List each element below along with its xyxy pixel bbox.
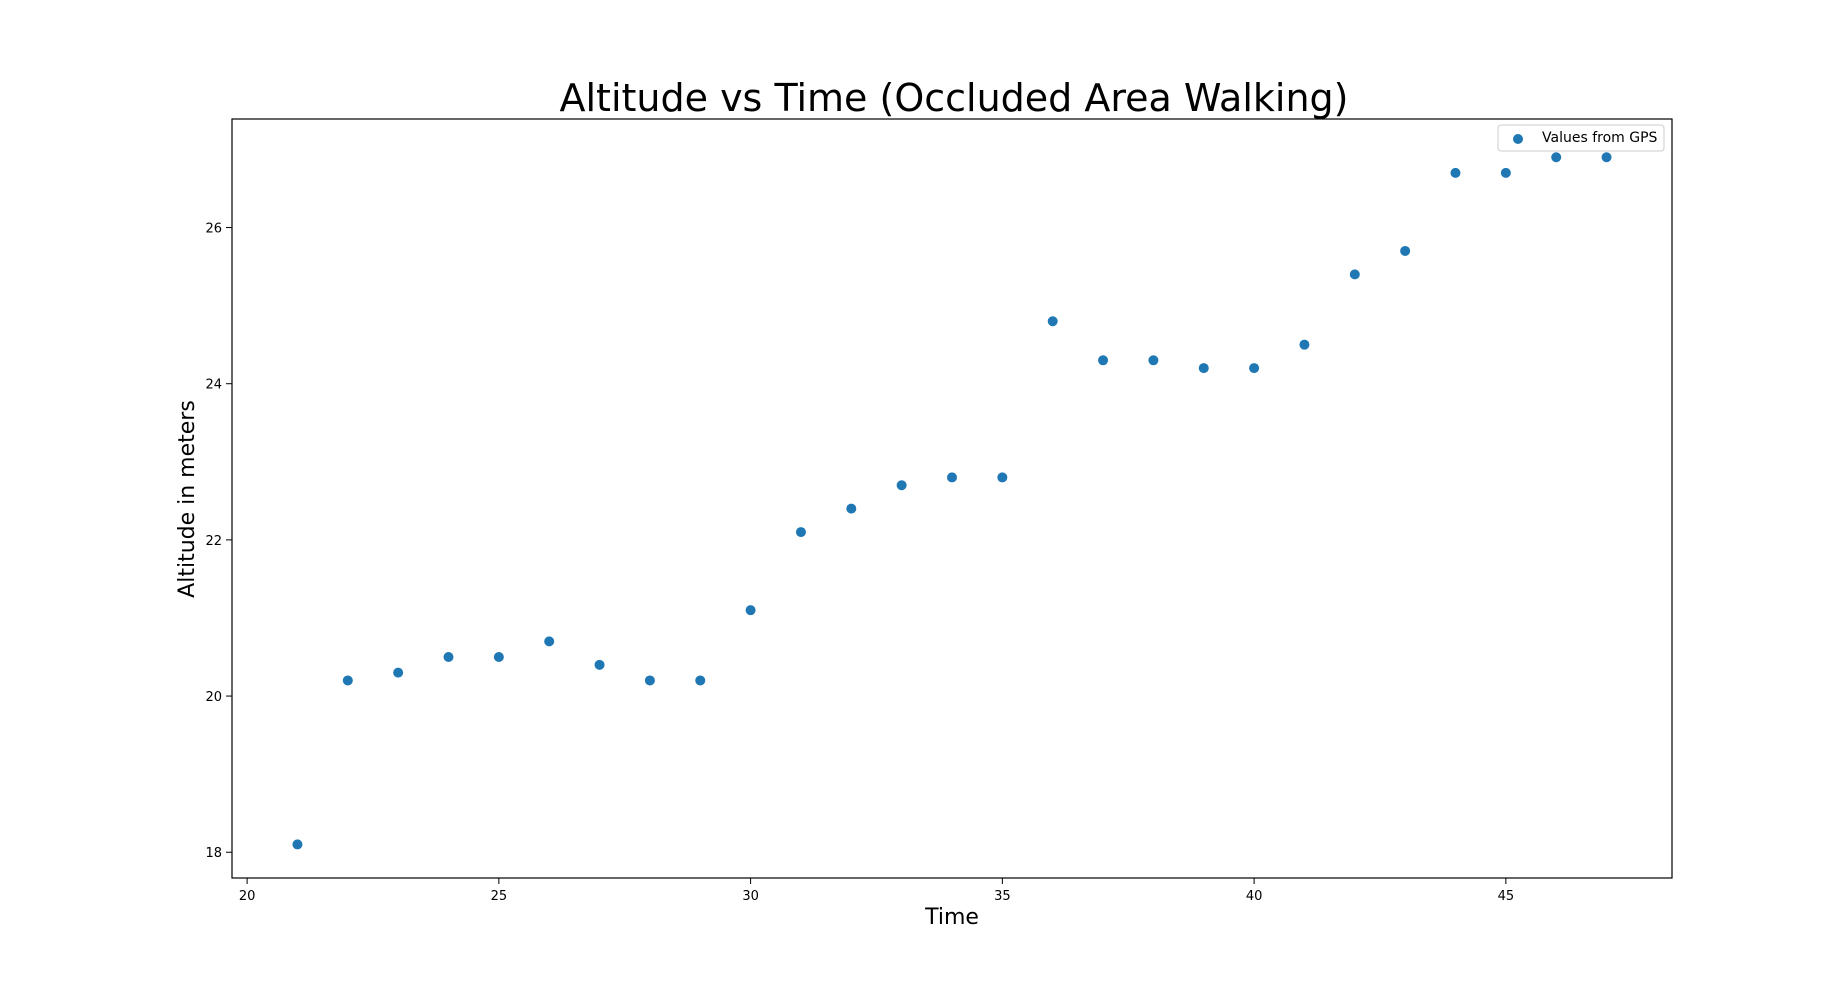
data-point	[795, 527, 806, 538]
data-point	[896, 480, 907, 491]
data-point	[1299, 339, 1310, 350]
y-tick-label: 24	[205, 378, 222, 393]
y-axis-label: Altitude in meters	[175, 400, 200, 598]
x-tick-label: 35	[994, 889, 1011, 904]
y-tick-label: 20	[205, 690, 222, 705]
data-point	[1148, 355, 1159, 366]
x-tick-label: 45	[1498, 889, 1515, 904]
x-tick-label: 20	[239, 889, 256, 904]
data-point	[846, 503, 857, 514]
legend-label: Values from GPS	[1542, 130, 1658, 146]
data-point	[1500, 167, 1511, 178]
x-tick-label: 25	[491, 889, 508, 904]
data-point	[493, 652, 504, 663]
data-point	[1450, 167, 1461, 178]
y-tick-label: 26	[205, 222, 222, 237]
data-point	[544, 636, 555, 647]
legend-box	[1497, 124, 1665, 152]
data-point	[342, 675, 353, 686]
data-point	[1400, 245, 1411, 256]
data-point	[997, 472, 1008, 483]
data-point	[745, 605, 756, 616]
data-point	[1098, 355, 1109, 366]
data-point	[393, 667, 404, 678]
plot-area	[231, 118, 1673, 879]
scatter-series	[292, 152, 1612, 850]
legend-marker	[1513, 134, 1523, 144]
data-point	[1601, 152, 1612, 163]
x-tick-label: 40	[1246, 889, 1263, 904]
data-point	[695, 675, 706, 686]
y-axis: 18 20 22 24 26	[205, 222, 232, 861]
data-point	[292, 839, 303, 850]
x-tick-label: 30	[742, 889, 759, 904]
x-axis-label: Time	[924, 905, 979, 930]
data-point	[947, 472, 957, 483]
data-point	[1047, 316, 1058, 327]
chart-title: Altitude vs Time (Occluded Area Walking)	[560, 76, 1349, 120]
data-point	[443, 652, 454, 663]
data-point	[644, 675, 655, 686]
data-point	[1198, 363, 1209, 374]
data-point	[1551, 152, 1562, 163]
y-tick-label: 18	[205, 846, 222, 861]
data-point	[1349, 269, 1360, 280]
legend: Values from GPS	[1497, 124, 1665, 152]
data-point	[1249, 363, 1260, 374]
x-axis: 20 25 30 35 40 45	[239, 878, 1514, 904]
data-point	[594, 659, 605, 670]
y-tick-label: 22	[205, 534, 222, 549]
